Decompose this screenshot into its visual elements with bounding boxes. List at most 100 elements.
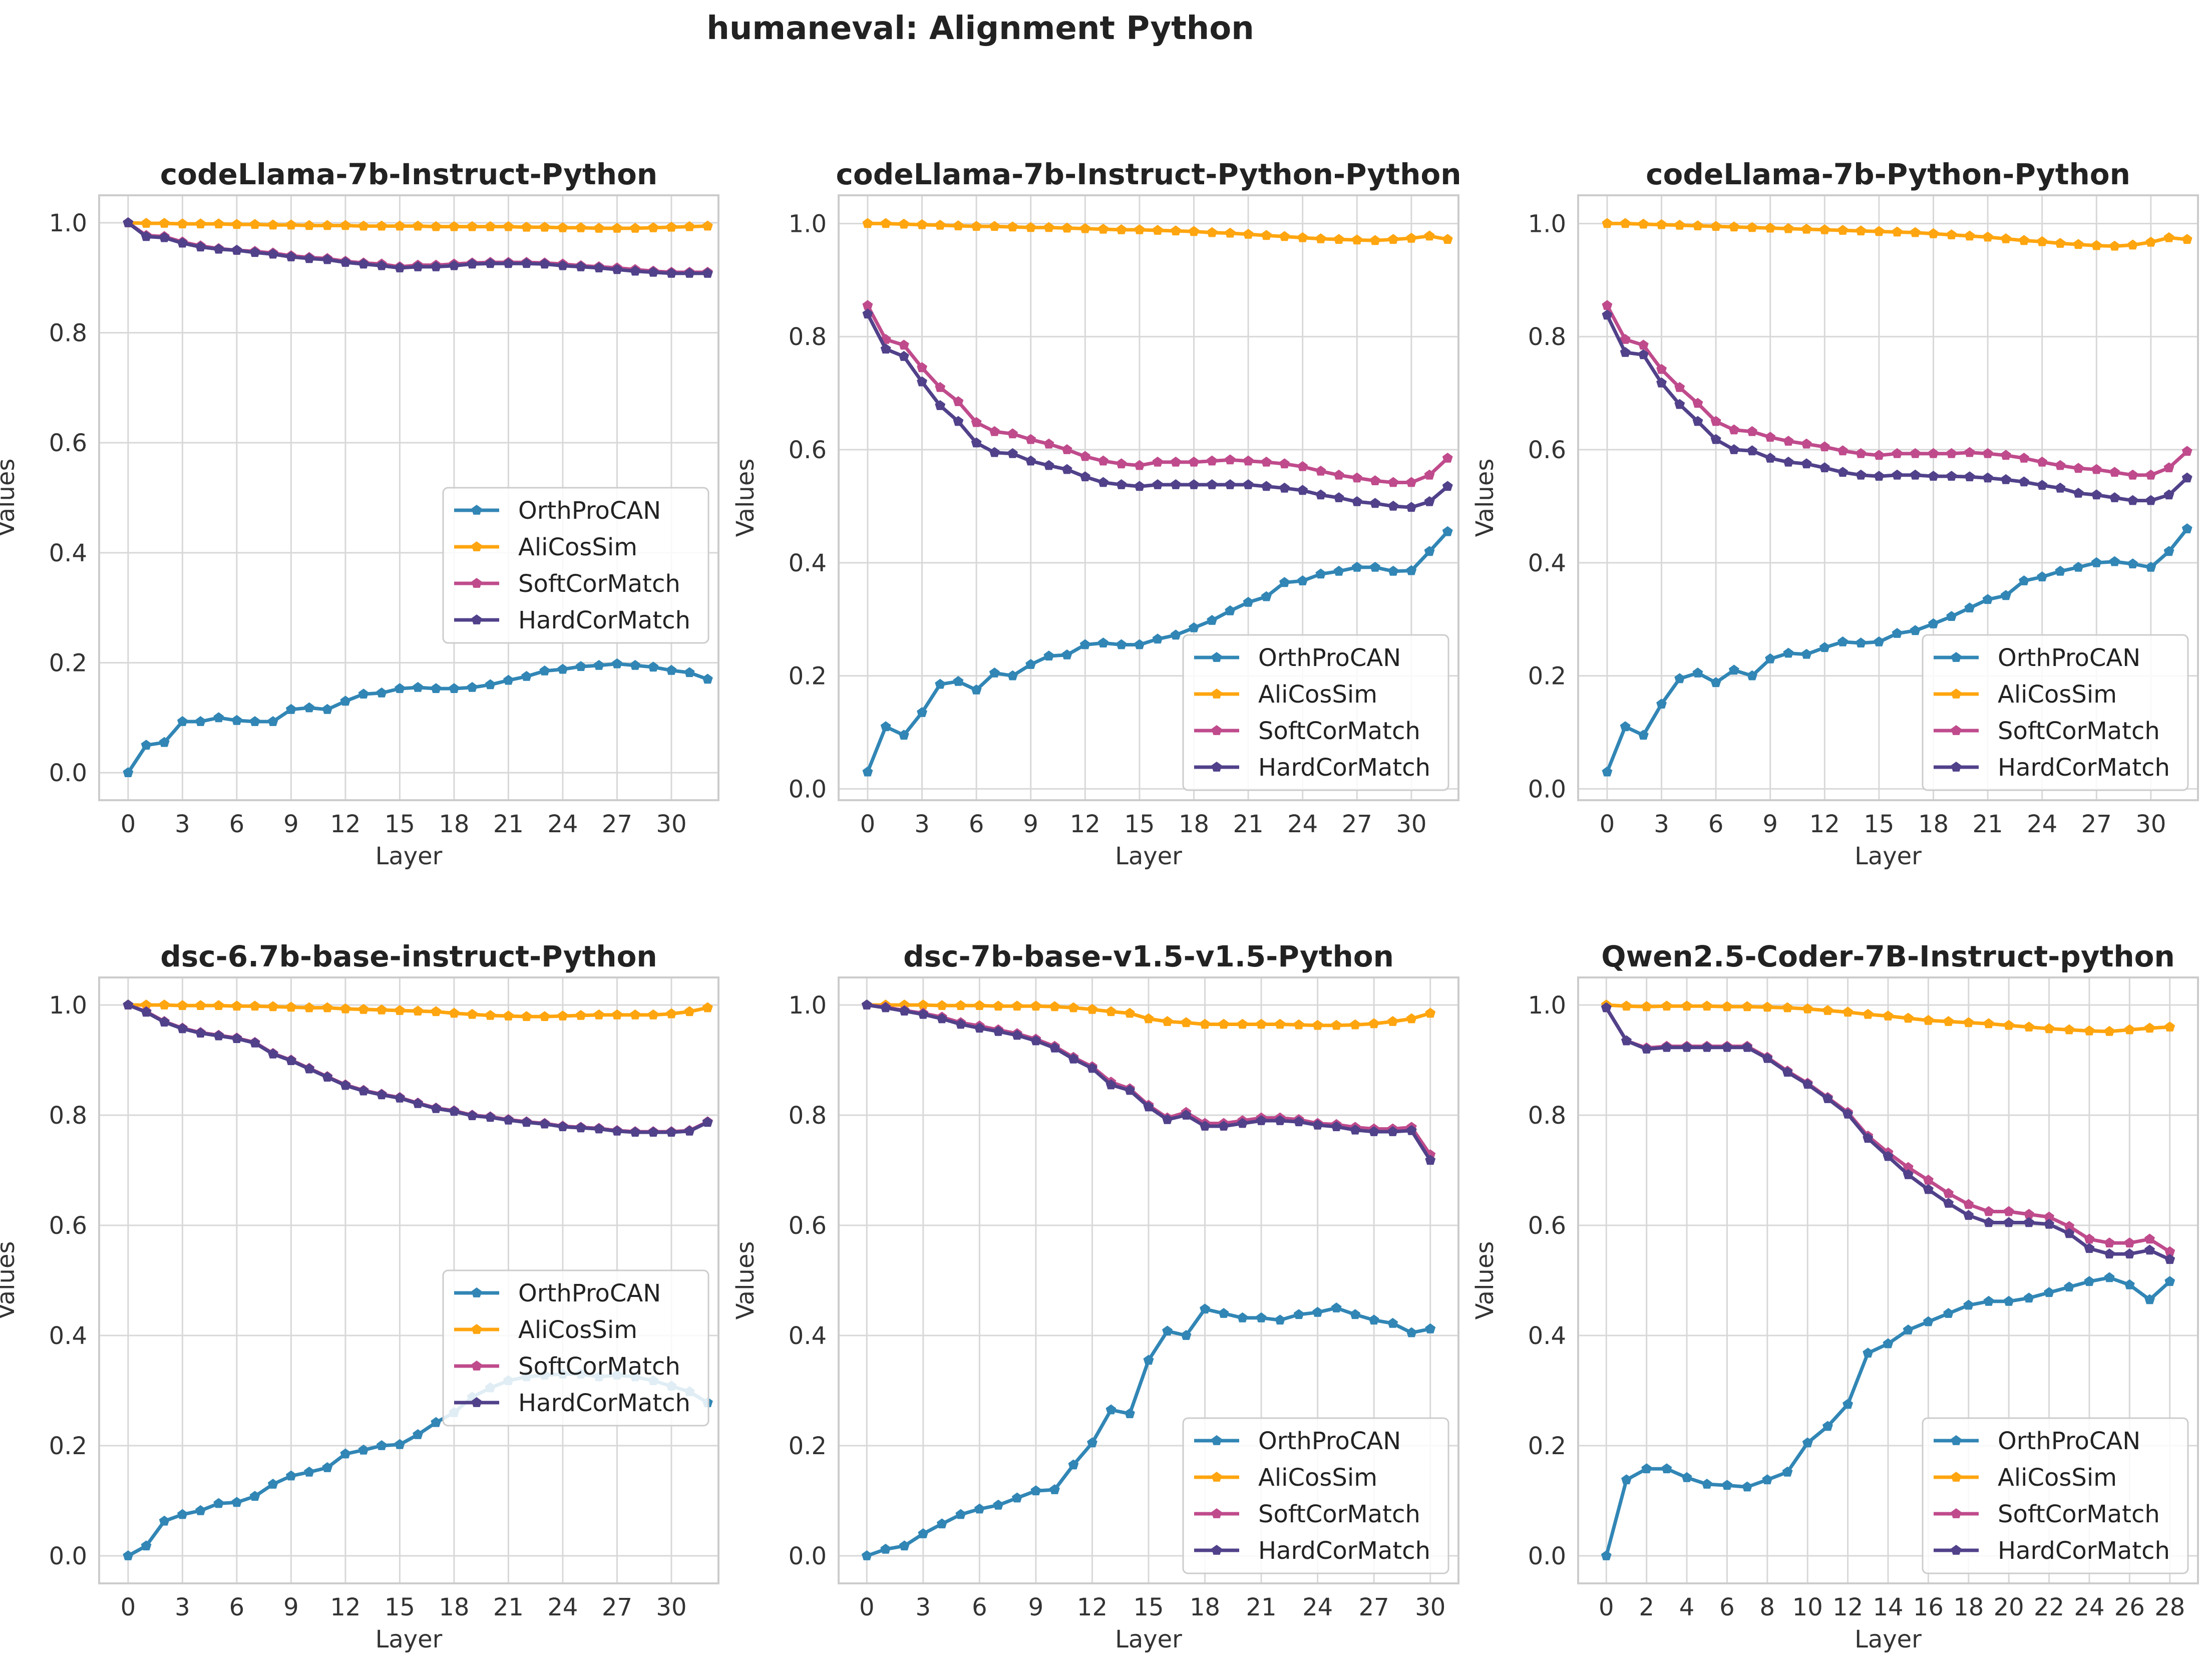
data-point (2181, 446, 2192, 456)
data-point (880, 218, 891, 228)
data-point (376, 220, 387, 231)
data-point (539, 221, 550, 232)
data-point (1297, 575, 1308, 585)
data-point (630, 265, 641, 276)
data-point (213, 1000, 224, 1010)
legend-marker (471, 1287, 482, 1297)
data-point (861, 999, 872, 1010)
subplot-2: 0.0 0.2 0.4 0.6 0.8 1.0 0 3 6 9 12 15 18 21 24 27 30 code… (731, 157, 1461, 870)
data-point (1261, 481, 1272, 491)
data-point (304, 220, 314, 230)
data-point (159, 999, 170, 1010)
legend-marker (1211, 725, 1222, 735)
data-point (2109, 467, 2120, 477)
legend-box (442, 487, 709, 644)
data-point (684, 1125, 695, 1136)
data-point (249, 716, 260, 726)
data-point (521, 1117, 532, 1127)
data-point (2109, 492, 2120, 502)
x-tick-label: 22 (2034, 1593, 2064, 1621)
data-point (1742, 1001, 1753, 1012)
data-point (1200, 1019, 1210, 1029)
data-point (322, 254, 333, 264)
data-point (1963, 1210, 1974, 1220)
data-point (953, 220, 964, 230)
data-point (1722, 1480, 1732, 1490)
data-point (1620, 333, 1631, 344)
data-point (213, 1030, 224, 1041)
y-tick-label: 0.4 (49, 539, 87, 567)
legend-marker (1211, 689, 1222, 699)
x-tick-label: 16 (1913, 1593, 1944, 1621)
data-point (267, 1048, 278, 1059)
legend-label: HardCorMatch (518, 606, 690, 634)
legend-label: OrthProCAN (518, 1279, 661, 1307)
data-point (575, 222, 586, 232)
data-point (917, 707, 927, 717)
data-point (1765, 453, 1776, 463)
data-point (1331, 1302, 1342, 1312)
data-point (1237, 1019, 1248, 1029)
data-point (1783, 223, 1794, 233)
data-point (304, 702, 314, 713)
data-point (1982, 594, 1993, 604)
data-point (2019, 476, 2029, 487)
data-point (1656, 377, 1667, 388)
data-point (1368, 1018, 1379, 1029)
data-point (503, 221, 514, 231)
x-axis-label: Layer (1855, 842, 1922, 870)
data-point (177, 1000, 188, 1010)
data-point (1656, 364, 1667, 374)
data-point (485, 679, 496, 690)
x-tick-label: 9 (1762, 810, 1778, 838)
data-point (684, 667, 695, 678)
data-point (431, 1417, 442, 1427)
data-point (1801, 458, 1812, 469)
data-point (395, 262, 405, 272)
data-point (2104, 1272, 2115, 1282)
data-point (285, 1002, 296, 1012)
y-tick-label: 0.6 (1528, 436, 1566, 464)
data-point (2055, 460, 2066, 470)
series-HardCorMatch (1602, 309, 2192, 505)
y-axis-label: Values (0, 459, 20, 537)
data-point (1943, 1188, 1954, 1198)
data-point (1656, 699, 1667, 709)
data-point (1442, 481, 1453, 491)
data-point (1243, 455, 1254, 466)
y-tick-label: 0.2 (1528, 1432, 1566, 1460)
x-tick-label: 0 (121, 810, 136, 838)
legend-marker (471, 541, 482, 551)
data-point (213, 712, 224, 723)
data-point (1681, 1042, 1692, 1052)
data-point (1923, 1184, 1934, 1194)
data-point (648, 1127, 659, 1137)
data-point (593, 659, 604, 670)
data-point (1424, 546, 1435, 556)
subplot-1: 0.0 0.2 0.4 0.6 0.8 1.0 0 3 6 9 12 15 18 21 24 27 30 code… (0, 157, 719, 870)
data-point (2164, 1022, 2175, 1032)
data-point (1681, 1472, 1692, 1482)
data-point (2073, 488, 2084, 498)
x-tick-label: 12 (1809, 810, 1840, 838)
data-point (1279, 577, 1290, 587)
data-point (1207, 479, 1218, 489)
data-point (340, 257, 351, 267)
data-point (1801, 223, 1812, 234)
data-point (575, 261, 586, 271)
data-point (1152, 225, 1163, 235)
data-point (880, 1002, 891, 1013)
data-point (2163, 489, 2174, 500)
data-point (1762, 1002, 1773, 1012)
data-point (630, 222, 641, 233)
data-point (612, 222, 622, 233)
data-point (1819, 224, 1830, 234)
data-point (2104, 1237, 2115, 1248)
data-point (593, 222, 604, 233)
data-point (1674, 399, 1685, 409)
data-point (1946, 611, 1957, 621)
data-point (2064, 1221, 2075, 1231)
data-point (1747, 445, 1757, 456)
x-tick-label: 12 (1070, 810, 1100, 838)
data-point (1162, 1114, 1173, 1124)
